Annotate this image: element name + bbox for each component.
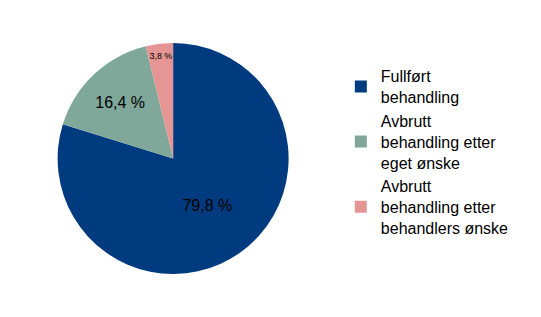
svg-text:3,8 %: 3,8 % [150,51,173,61]
svg-text:16,4 %: 16,4 % [95,94,145,111]
svg-text:Avbruttbehandling ettereget øn: Avbruttbehandling ettereget ønske [381,113,496,172]
svg-text:Fullførtbehandling: Fullførtbehandling [381,68,459,106]
svg-text:Avbruttbehandling etterbehandl: Avbruttbehandling etterbehandlers ønske [381,178,508,237]
svg-text:79,8 %: 79,8 % [182,197,232,214]
